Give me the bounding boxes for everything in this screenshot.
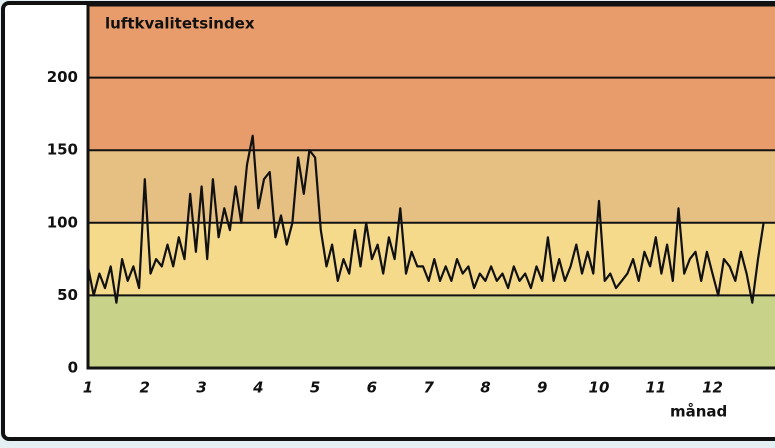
x-tick-label: 9	[537, 379, 547, 397]
x-axis-label: månad	[670, 403, 727, 421]
y-tick-label: 150	[47, 141, 78, 159]
x-tick-label: 4	[252, 379, 263, 397]
band	[88, 222, 775, 296]
x-tick-label: 1	[83, 379, 93, 397]
x-tick-label: 2	[140, 379, 150, 397]
x-tick-label: 5	[310, 379, 320, 397]
band	[88, 295, 775, 368]
x-tick-label: 8	[480, 379, 490, 397]
y-tick-label: 50	[57, 286, 78, 304]
x-tick-label: 11	[645, 379, 666, 397]
plot-border	[86, 3, 775, 370]
y-tick-label: 0	[68, 359, 78, 377]
x-tick-label: 10	[589, 379, 610, 397]
x-tick-label: 12	[702, 379, 723, 397]
chart-title: luftkvalitetsindex	[105, 15, 255, 33]
x-tick-label: 3	[196, 379, 206, 397]
y-tick-label: 200	[47, 68, 78, 86]
x-tick-label: 7	[423, 379, 434, 397]
x-tick-label: 6	[367, 379, 377, 397]
y-tick-label: 100	[47, 213, 78, 231]
data-line	[86, 134, 765, 304]
plot-area	[86, 3, 775, 370]
